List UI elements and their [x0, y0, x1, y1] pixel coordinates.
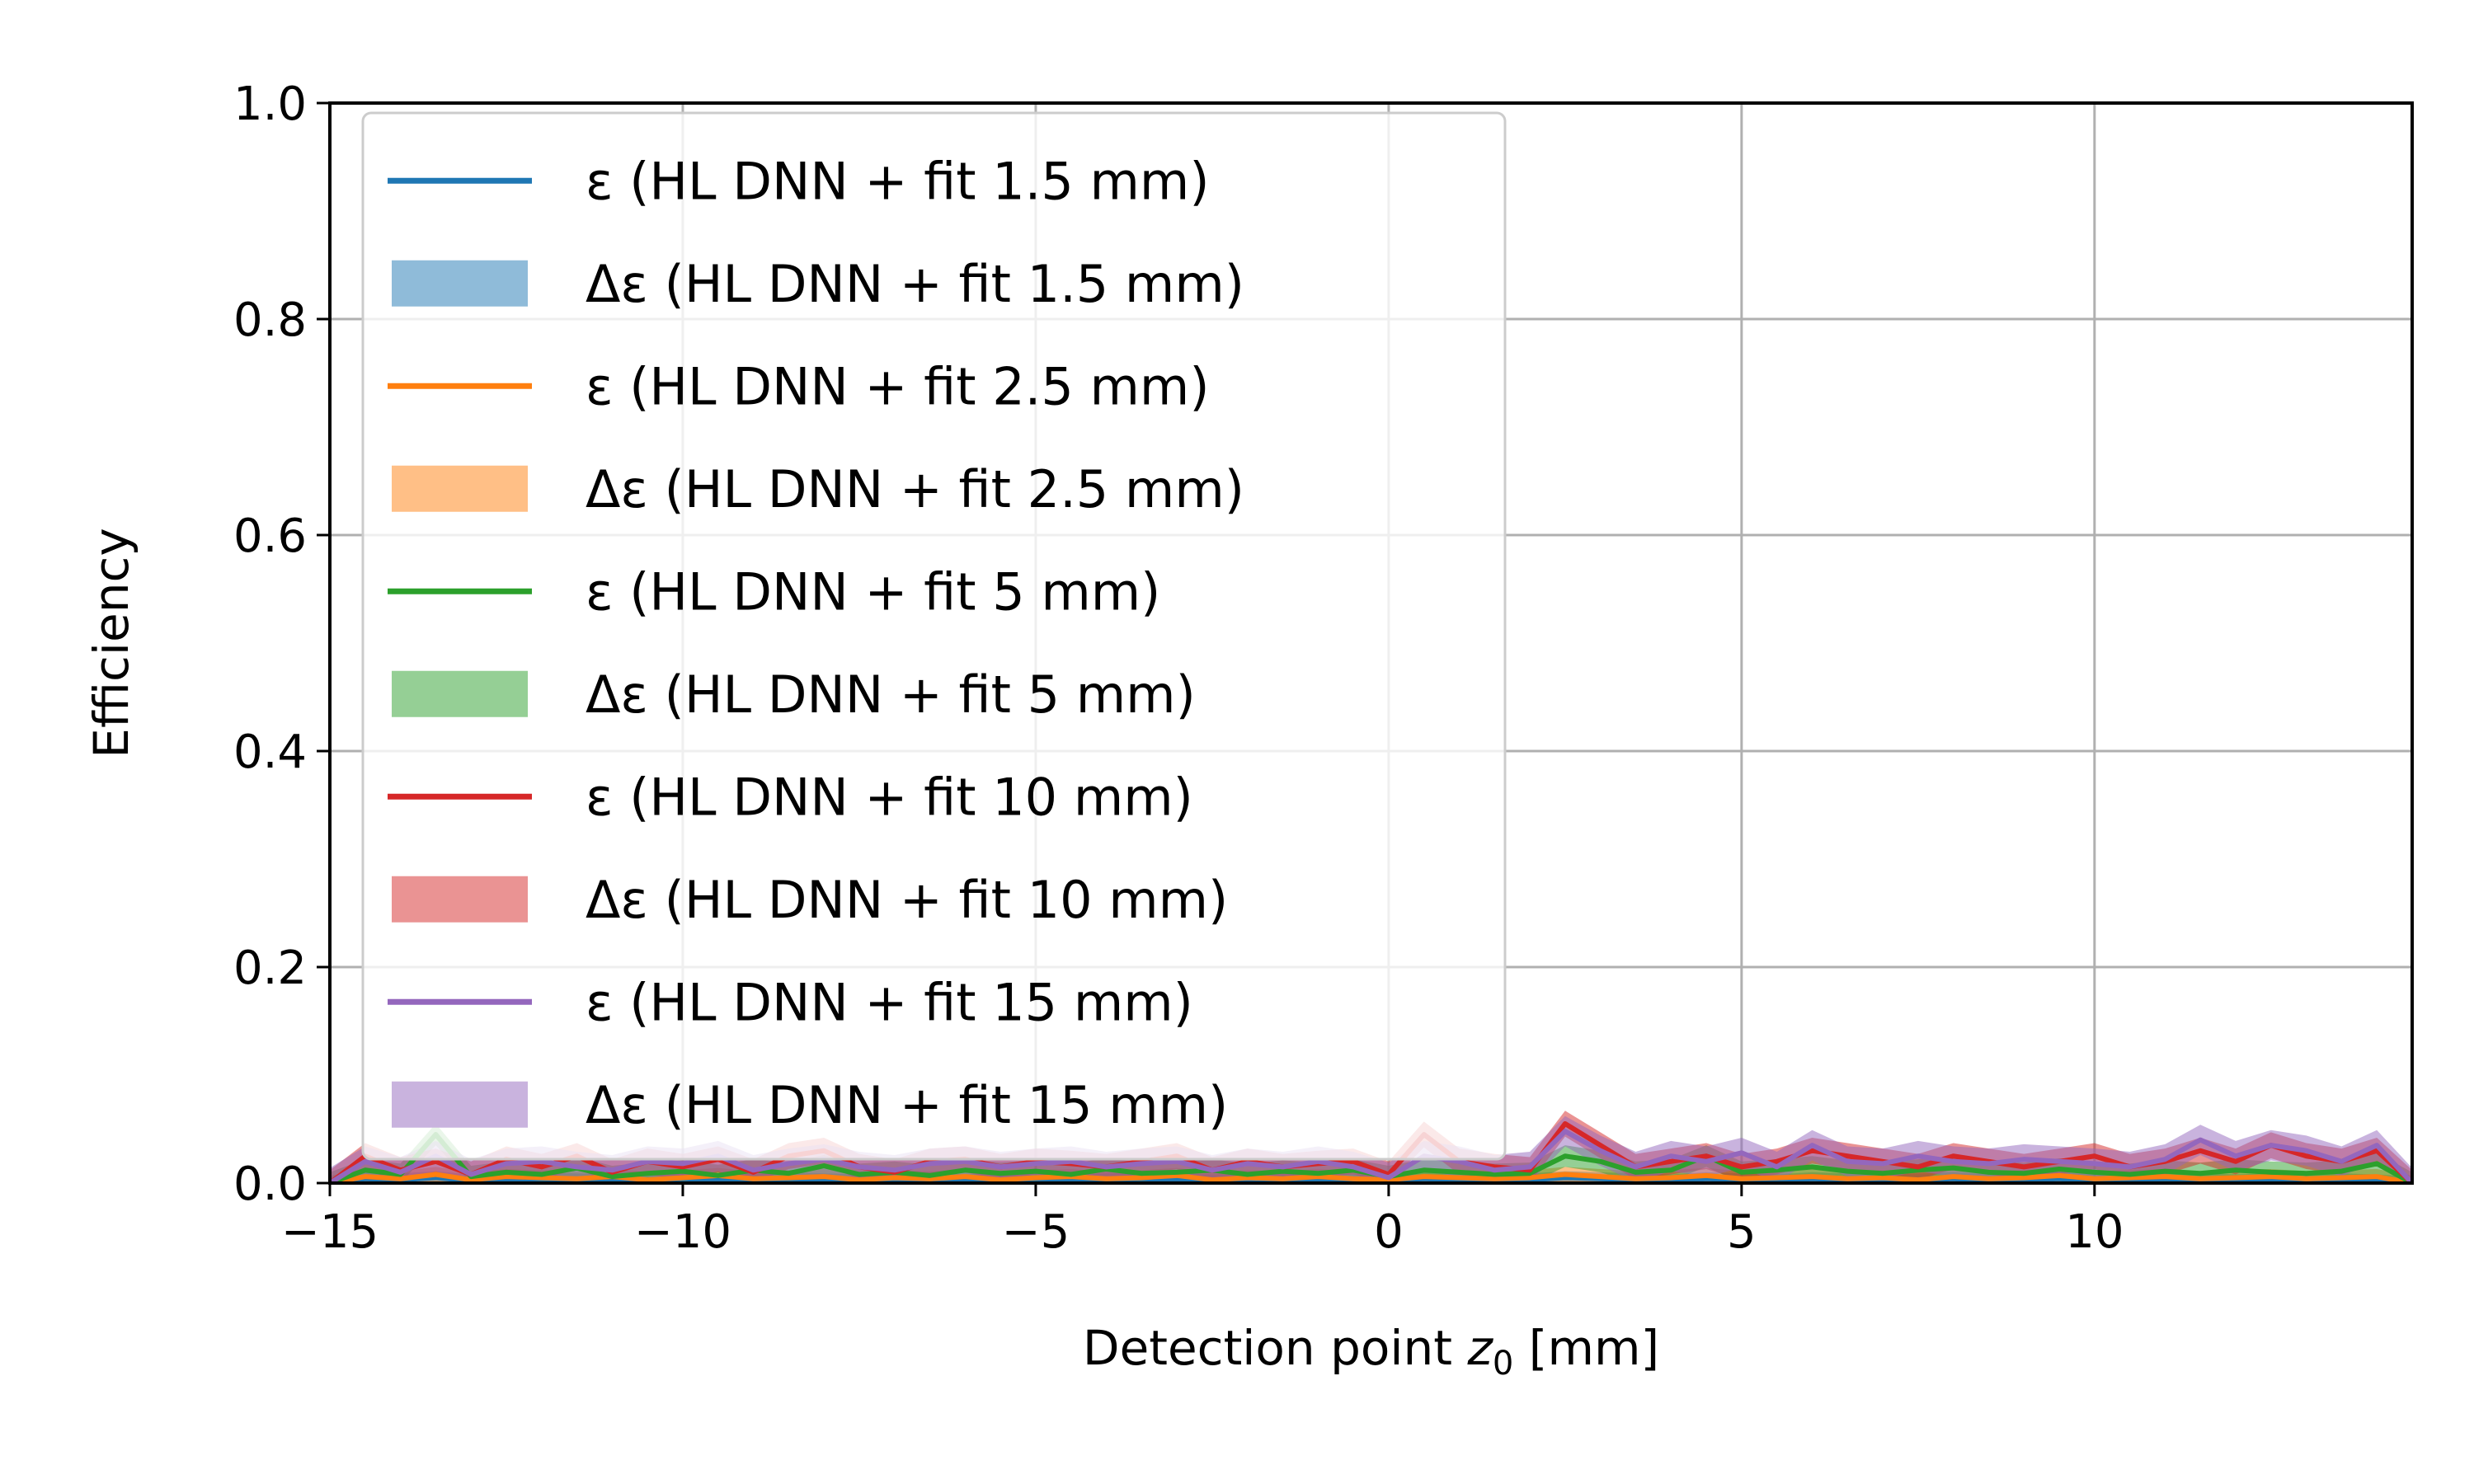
y-tick-label: 1.0	[233, 77, 307, 131]
efficiency-line-5	[330, 1129, 2412, 1183]
legend-band-swatch	[392, 876, 528, 923]
legend-box	[361, 111, 1507, 1161]
x-axis-label-prefix: Detection point	[1083, 1320, 1468, 1376]
y-tick-label: 0.2	[233, 942, 307, 995]
x-axis-label-subscript: 0	[1493, 1345, 1513, 1383]
legend-label: Δε (HL DNN + fit 10 mm)	[586, 870, 1228, 930]
legend-band-swatch	[392, 1081, 528, 1128]
x-tick-label: −10	[634, 1205, 731, 1259]
x-axis-label-suffix: [mm]	[1513, 1320, 1659, 1376]
x-tick-label: −15	[281, 1205, 379, 1259]
legend-label: Δε (HL DNN + fit 2.5 mm)	[586, 459, 1244, 519]
legend-band-swatch	[392, 465, 528, 512]
x-tick-label: −5	[1002, 1205, 1070, 1259]
legend-entries: ε (HL DNN + fit 1.5 mm) Δε (HL DNN + fit …	[388, 151, 1244, 1135]
legend: ε (HL DNN + fit 1.5 mm) Δε (HL DNN + fit …	[361, 111, 1507, 1161]
y-tick-label: 0.8	[233, 294, 307, 347]
series-layer	[330, 1111, 2412, 1183]
efficiency-line-2	[330, 1172, 2412, 1183]
legend-label: ε (HL DNN + fit 2.5 mm)	[586, 356, 1210, 416]
series-clip-group	[330, 1111, 2412, 1183]
plot-frame	[328, 101, 2414, 1185]
legend-label: ε (HL DNN + fit 5 mm)	[586, 561, 1160, 622]
y-tick-label: 0.6	[233, 510, 307, 563]
legend-label: ε (HL DNN + fit 15 mm)	[586, 972, 1193, 1032]
legend-label: ε (HL DNN + fit 1.5 mm)	[586, 151, 1210, 211]
y-axis-label: Efficiency	[83, 528, 139, 758]
legend-label: Δε (HL DNN + fit 1.5 mm)	[586, 254, 1244, 314]
x-tick-label: 0	[1374, 1205, 1404, 1259]
x-tick-label: 10	[2065, 1205, 2124, 1259]
x-axis-label: Detection point z0 [mm]	[1083, 1320, 1659, 1383]
x-tick-label: 5	[1727, 1205, 1757, 1259]
legend-band-swatch	[392, 670, 528, 717]
legend-band-swatch	[392, 260, 528, 307]
axis-ticks: −15 −10 −5 0 5 10 0.0 0.2 0.4 0.6 0.8 1.0	[233, 77, 2124, 1259]
y-tick-label: 0.4	[233, 726, 307, 779]
y-tick-label: 0.0	[233, 1158, 307, 1211]
legend-label: Δε (HL DNN + fit 5 mm)	[586, 665, 1196, 725]
x-axis-label-symbol: z	[1466, 1320, 1493, 1376]
legend-label: Δε (HL DNN + fit 15 mm)	[586, 1075, 1228, 1135]
legend-label: ε (HL DNN + fit 10 mm)	[586, 767, 1193, 827]
